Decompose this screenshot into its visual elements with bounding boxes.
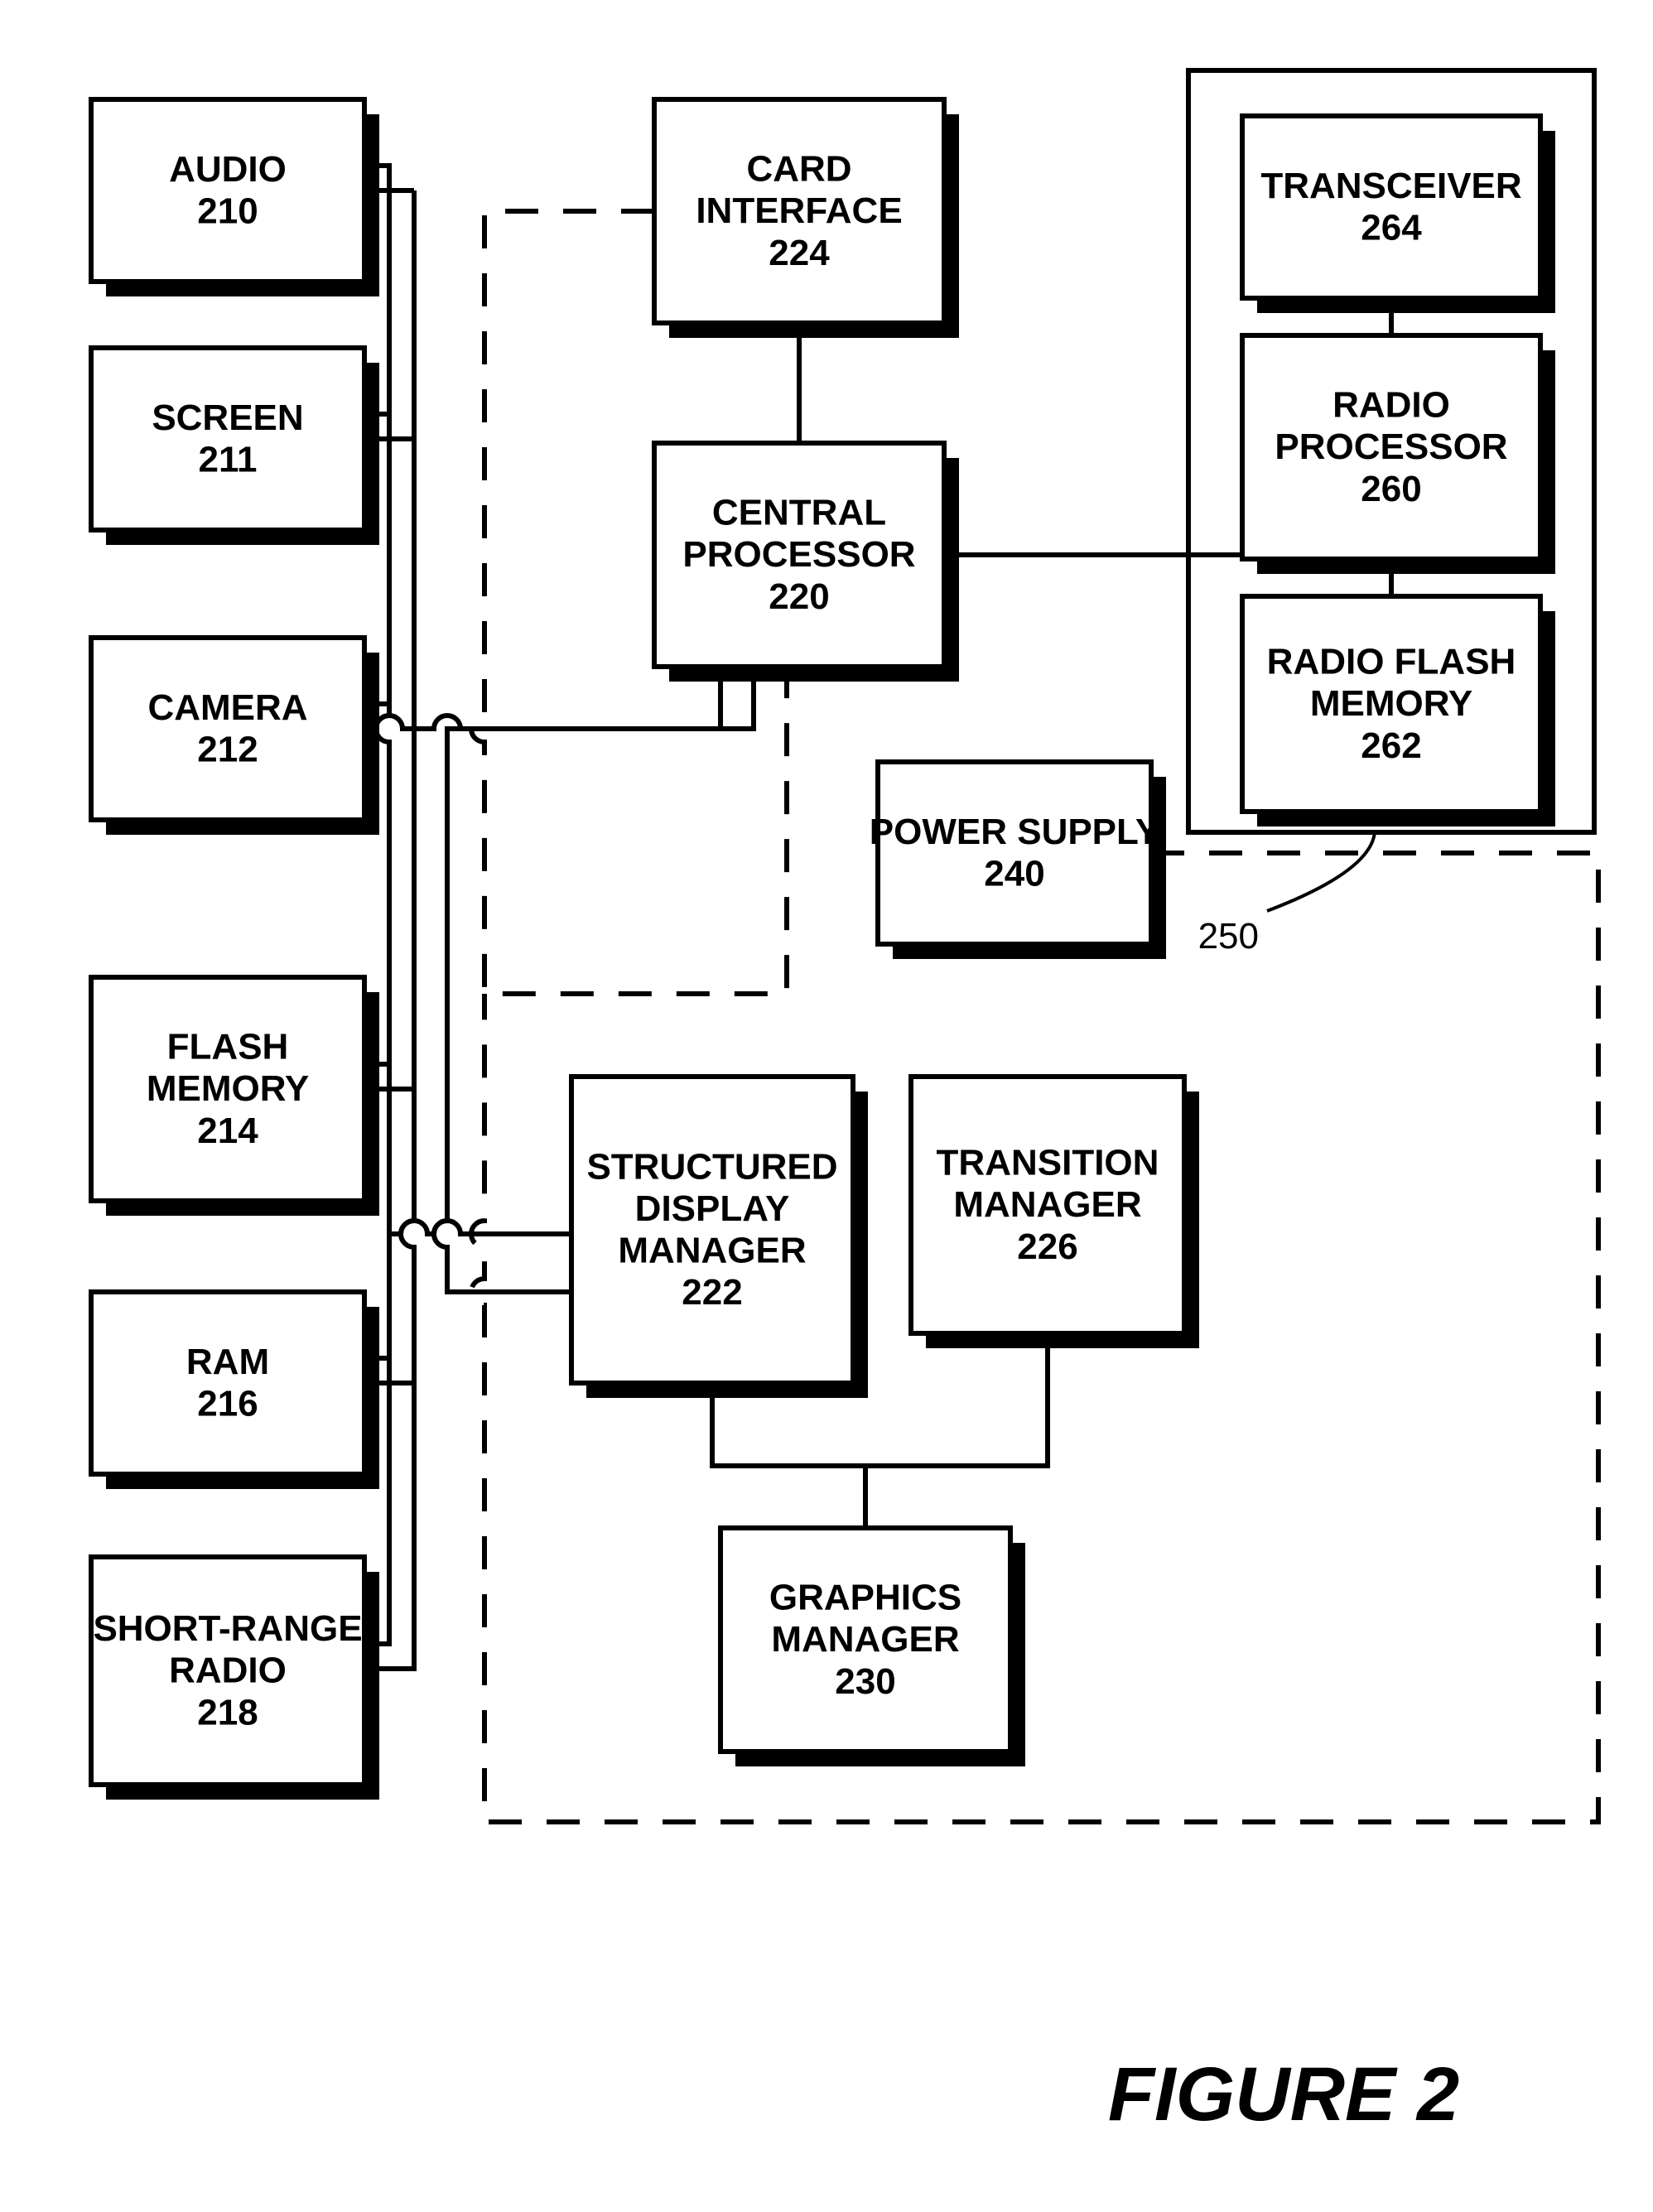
audio-label-line-0: AUDIO [169,149,287,190]
tm-label-line-1: MANAGER [953,1184,1141,1225]
cardif-label-line-1: INTERFACE [696,190,902,231]
sdm-label-line-0: STRUCTURED [586,1146,837,1187]
srradio-label-line-0: SHORT-RANGE [93,1608,362,1649]
flashmem-label-line-1: MEMORY [147,1068,309,1109]
tm-label-line-2: 226 [1017,1226,1077,1267]
radioflash-label-line-1: MEMORY [1310,683,1472,724]
cpu-label-line-0: CENTRAL [712,493,886,533]
radioproc-label-line-2: 260 [1361,469,1421,509]
radioproc-label-line-1: PROCESSOR [1275,426,1507,467]
radioflash-label-line-2: 262 [1361,725,1421,766]
cpu-label-line-1: PROCESSOR [682,534,915,575]
power-label-line-0: POWER SUPPLY [870,812,1159,852]
screen-label-line-0: SCREEN [152,398,303,438]
ram-label-line-0: RAM [186,1342,269,1382]
gfx-label-line-2: 230 [835,1661,895,1702]
sdm-label-line-2: MANAGER [618,1230,806,1270]
screen-label-line-1: 211 [199,439,258,480]
xcvr-label-line-1: 264 [1361,207,1422,248]
flashmem-label-line-0: FLASH [167,1027,289,1067]
audio-label-line-1: 210 [197,190,258,231]
sdm-label-line-1: DISPLAY [635,1188,790,1229]
figure-label: FIGURE 2 [1108,2052,1459,2137]
gfx-label-line-1: MANAGER [771,1619,959,1660]
cardif-label-line-2: 224 [769,233,830,273]
power-label-line-1: 240 [984,853,1044,894]
xcvr-label-line-0: TRANSCEIVER [1260,166,1521,206]
camera-label-line-1: 212 [197,729,258,769]
tm-label-line-0: TRANSITION [937,1143,1159,1183]
radioproc-label-line-0: RADIO [1333,385,1450,426]
sdm-label-line-3: 222 [682,1272,742,1313]
figure-2-block-diagram: AUDIO210SCREEN211CAMERA212FLASHMEMORY214… [0,0,1653,2212]
camera-label-line-0: CAMERA [147,687,307,728]
cardif-label-line-0: CARD [746,149,851,190]
flashmem-label-line-2: 214 [197,1111,258,1151]
cpu-label-line-2: 220 [769,576,829,617]
radioflash-label-line-0: RADIO FLASH [1267,642,1516,682]
group-leader-label: 250 [1198,916,1259,957]
srradio-label-line-2: 218 [197,1692,258,1732]
srradio-label-line-1: RADIO [169,1651,287,1691]
gfx-label-line-0: GRAPHICS [769,1578,961,1618]
ram-label-line-1: 216 [197,1383,258,1424]
